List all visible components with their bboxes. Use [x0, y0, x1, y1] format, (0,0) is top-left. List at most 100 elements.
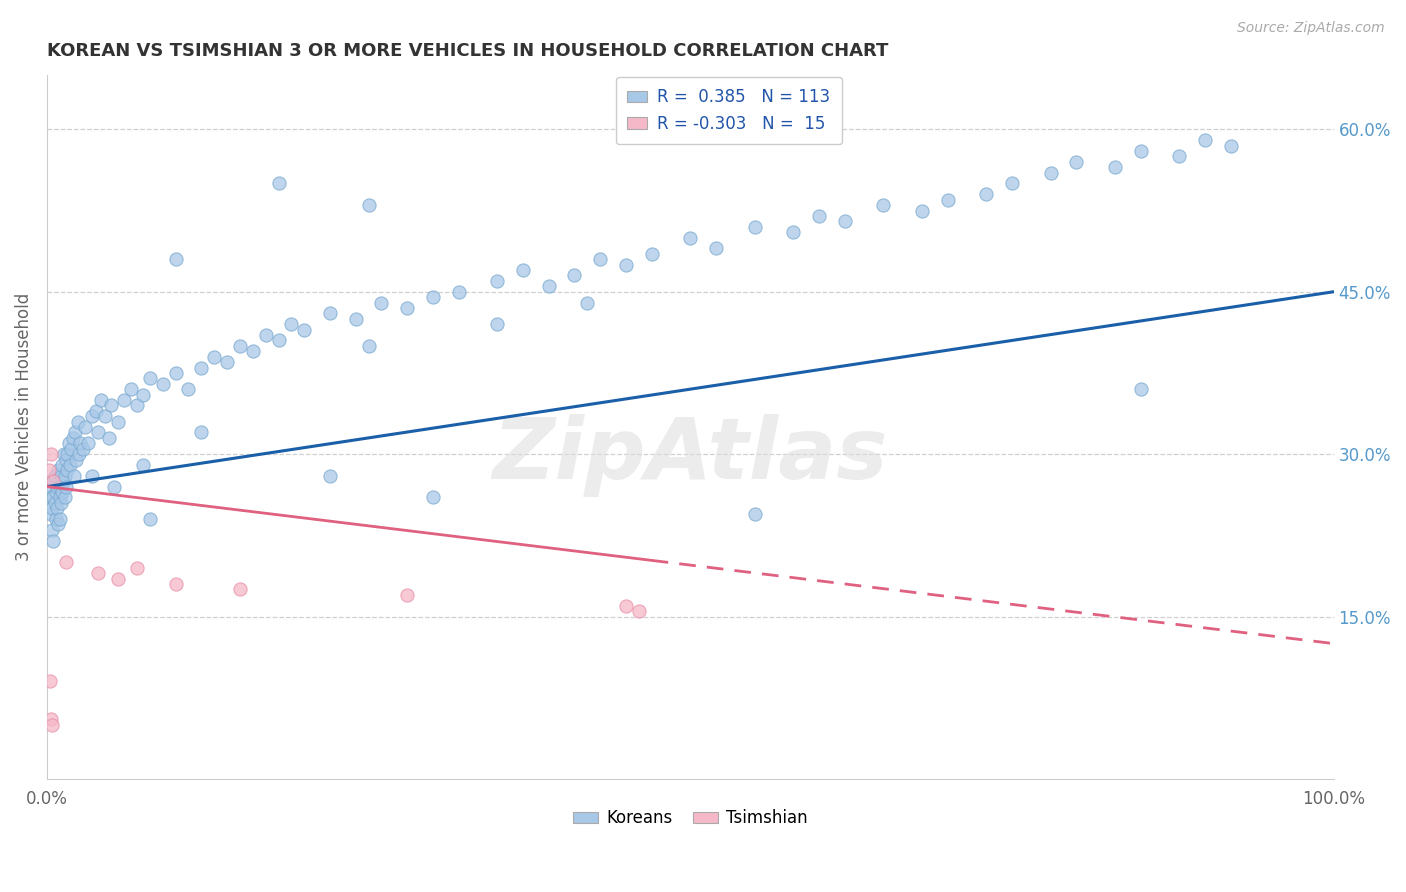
- Y-axis label: 3 or more Vehicles in Household: 3 or more Vehicles in Household: [15, 293, 32, 561]
- Point: [94, 409, 117, 424]
- Point: [1194, 133, 1216, 147]
- Point: [396, 588, 419, 602]
- Point: [422, 491, 444, 505]
- Point: [39, 507, 62, 521]
- Point: [704, 242, 727, 256]
- Point: [66, 415, 89, 429]
- Point: [125, 561, 148, 575]
- Point: [56, 463, 79, 477]
- Point: [55, 480, 77, 494]
- Point: [1129, 144, 1152, 158]
- Point: [44, 496, 66, 510]
- Point: [97, 431, 120, 445]
- Point: [42, 533, 65, 548]
- Point: [48, 517, 70, 532]
- Point: [319, 306, 342, 320]
- Point: [72, 442, 94, 456]
- Point: [62, 431, 84, 445]
- Point: [396, 301, 419, 315]
- Point: [215, 355, 238, 369]
- Point: [42, 474, 65, 488]
- Point: [344, 311, 367, 326]
- Point: [84, 404, 107, 418]
- Point: [45, 512, 67, 526]
- Point: [52, 474, 75, 488]
- Point: [564, 268, 586, 283]
- Point: [974, 187, 997, 202]
- Point: [422, 290, 444, 304]
- Point: [41, 718, 63, 732]
- Point: [46, 501, 69, 516]
- Point: [614, 258, 637, 272]
- Point: [80, 468, 103, 483]
- Point: [80, 409, 103, 424]
- Point: [112, 392, 135, 407]
- Point: [202, 350, 225, 364]
- Point: [679, 230, 702, 244]
- Point: [165, 252, 187, 267]
- Point: [139, 512, 162, 526]
- Point: [165, 577, 187, 591]
- Point: [512, 263, 534, 277]
- Point: [1168, 149, 1191, 163]
- Point: [486, 317, 509, 331]
- Point: [614, 599, 637, 613]
- Point: [267, 177, 290, 191]
- Point: [44, 468, 66, 483]
- Point: [447, 285, 470, 299]
- Point: [107, 415, 129, 429]
- Point: [49, 512, 72, 526]
- Point: [132, 387, 155, 401]
- Point: [872, 198, 894, 212]
- Point: [576, 295, 599, 310]
- Point: [45, 485, 67, 500]
- Point: [165, 366, 187, 380]
- Point: [807, 209, 830, 223]
- Text: ZipAtlas: ZipAtlas: [492, 414, 889, 497]
- Point: [39, 491, 62, 505]
- Point: [103, 480, 125, 494]
- Point: [49, 480, 72, 494]
- Point: [152, 376, 174, 391]
- Point: [63, 468, 86, 483]
- Point: [38, 480, 60, 494]
- Point: [38, 463, 60, 477]
- Point: [1104, 160, 1126, 174]
- Point: [589, 252, 612, 267]
- Point: [1219, 138, 1241, 153]
- Point: [627, 604, 650, 618]
- Point: [292, 323, 315, 337]
- Point: [49, 468, 72, 483]
- Text: Source: ZipAtlas.com: Source: ZipAtlas.com: [1237, 21, 1385, 35]
- Point: [1064, 154, 1087, 169]
- Point: [42, 474, 65, 488]
- Point: [87, 425, 110, 440]
- Point: [52, 447, 75, 461]
- Point: [107, 572, 129, 586]
- Point: [39, 712, 62, 726]
- Point: [125, 398, 148, 412]
- Point: [56, 447, 79, 461]
- Point: [51, 458, 73, 472]
- Point: [51, 485, 73, 500]
- Point: [65, 452, 87, 467]
- Point: [132, 458, 155, 472]
- Legend: Koreans, Tsimshian: Koreans, Tsimshian: [567, 803, 814, 834]
- Point: [782, 225, 804, 239]
- Point: [41, 447, 63, 461]
- Point: [744, 219, 766, 234]
- Point: [46, 480, 69, 494]
- Point: [267, 334, 290, 348]
- Point: [75, 420, 97, 434]
- Point: [67, 447, 90, 461]
- Point: [49, 496, 72, 510]
- Point: [280, 317, 302, 331]
- Point: [49, 491, 72, 505]
- Point: [69, 436, 91, 450]
- Point: [357, 198, 380, 212]
- Text: KOREAN VS TSIMSHIAN 3 OR MORE VEHICLES IN HOUSEHOLD CORRELATION CHART: KOREAN VS TSIMSHIAN 3 OR MORE VEHICLES I…: [46, 42, 889, 60]
- Point: [486, 274, 509, 288]
- Point: [63, 425, 86, 440]
- Point: [41, 523, 63, 537]
- Point: [1039, 166, 1062, 180]
